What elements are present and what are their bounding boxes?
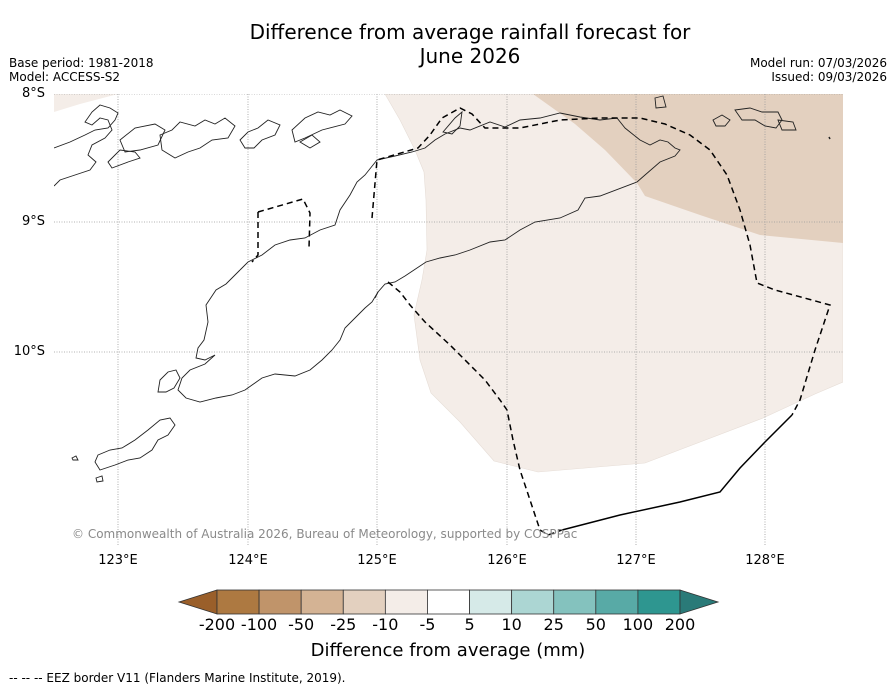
eez-legend-note: -- -- -- EEZ border V11 (Flanders Marine…	[9, 671, 346, 685]
colorbar-tick-label: 25	[543, 615, 564, 634]
coast-small-isle-3	[442, 110, 463, 135]
lon-label-126e: 126°E	[487, 553, 527, 568]
coast-kisar	[734, 107, 783, 129]
colorbar-bin	[469, 589, 513, 615]
copyright-notice: © Commonwealth of Australia 2026, Bureau…	[72, 527, 578, 541]
colorbar-tick-label: -100	[240, 615, 278, 634]
coast-timor-north	[376, 112, 681, 183]
colorbar-tick-label: -200	[198, 615, 236, 634]
model-run-date: Model run: 07/03/2026	[749, 56, 887, 70]
colorbar-tick-label: 50	[585, 615, 606, 634]
coast-rote	[157, 369, 181, 393]
colorbar-tick-label: -50	[288, 615, 315, 634]
coast-small-isle-1	[95, 475, 104, 483]
lon-label-125e: 125°E	[357, 553, 397, 568]
colorbar-bin	[258, 589, 302, 615]
title-line-1: Difference from average rainfall forecas…	[249, 20, 691, 44]
lon-label-128e: 128°E	[745, 553, 785, 568]
colorbar-bin	[553, 589, 597, 615]
eez-border	[251, 107, 831, 536]
graticule	[54, 94, 843, 545]
colorbar-bin	[384, 589, 428, 615]
coast-savu	[94, 417, 176, 471]
colorbar-tick-label: -5	[419, 615, 436, 634]
coast-timor-west-n	[239, 159, 378, 271]
colorbar-label: Difference from average (mm)	[310, 640, 586, 661]
colorbar-tick-label: -10	[372, 615, 399, 634]
coastlines	[54, 95, 797, 483]
lat-label-8s: 8°S	[21, 86, 45, 101]
colorbar-extend-low	[177, 589, 218, 615]
colorbar-bin	[595, 589, 639, 615]
title-line-2: June 2026	[419, 44, 521, 68]
run-info: Model run: 07/03/2026 Issued: 09/03/2026	[750, 56, 887, 84]
colorbar-extend-high	[679, 589, 720, 615]
coast-island-a	[107, 123, 166, 169]
lat-label-10s: 10°S	[13, 344, 45, 359]
colorbar-bin	[511, 589, 555, 615]
colorbar-tick-label: 10	[501, 615, 522, 634]
colorbar-bin	[637, 589, 681, 615]
colorbar-tick-label: 200	[664, 615, 696, 634]
colorbar-bin	[427, 589, 470, 615]
coast-flores	[54, 104, 119, 187]
colorbar-bin	[342, 589, 386, 615]
base-period: Base period: 1981-2018	[9, 56, 154, 70]
region-light-negative-nw	[54, 94, 118, 112]
model-name: Model: ACCESS-S2	[9, 70, 121, 84]
lat-label-9s: 9°S	[21, 214, 45, 229]
chart-title: Difference from average rainfall forecas…	[0, 20, 896, 68]
coast-wetar	[291, 109, 353, 143]
coast-small-isle-2	[71, 455, 79, 461]
colorbar-tick-label: 100	[622, 615, 654, 634]
lon-label-127e: 127°E	[616, 553, 656, 568]
coast-dot	[828, 136, 831, 140]
coast-leti	[654, 95, 667, 109]
coast-sumba-rote-outline	[177, 269, 379, 403]
colorbar-bin	[300, 589, 344, 615]
region-moderate-negative	[533, 94, 843, 243]
lon-label-124e: 124°E	[228, 553, 268, 568]
coast-moa	[712, 114, 731, 127]
coast-atauro	[299, 134, 321, 149]
colorbar-tick-label: 5	[464, 615, 475, 634]
coast-lakor	[777, 119, 797, 131]
model-info: Base period: 1981-2018 Model: ACCESS-S2	[9, 56, 154, 84]
colorbar-bin	[216, 589, 260, 615]
issued-date: Issued: 09/03/2026	[771, 70, 887, 84]
lon-label-123e: 123°E	[98, 553, 138, 568]
coast-timor-south	[374, 181, 638, 299]
coast-alor	[159, 117, 236, 159]
coast-wetar-west	[239, 119, 281, 149]
colorbar-tick-label: -25	[330, 615, 357, 634]
